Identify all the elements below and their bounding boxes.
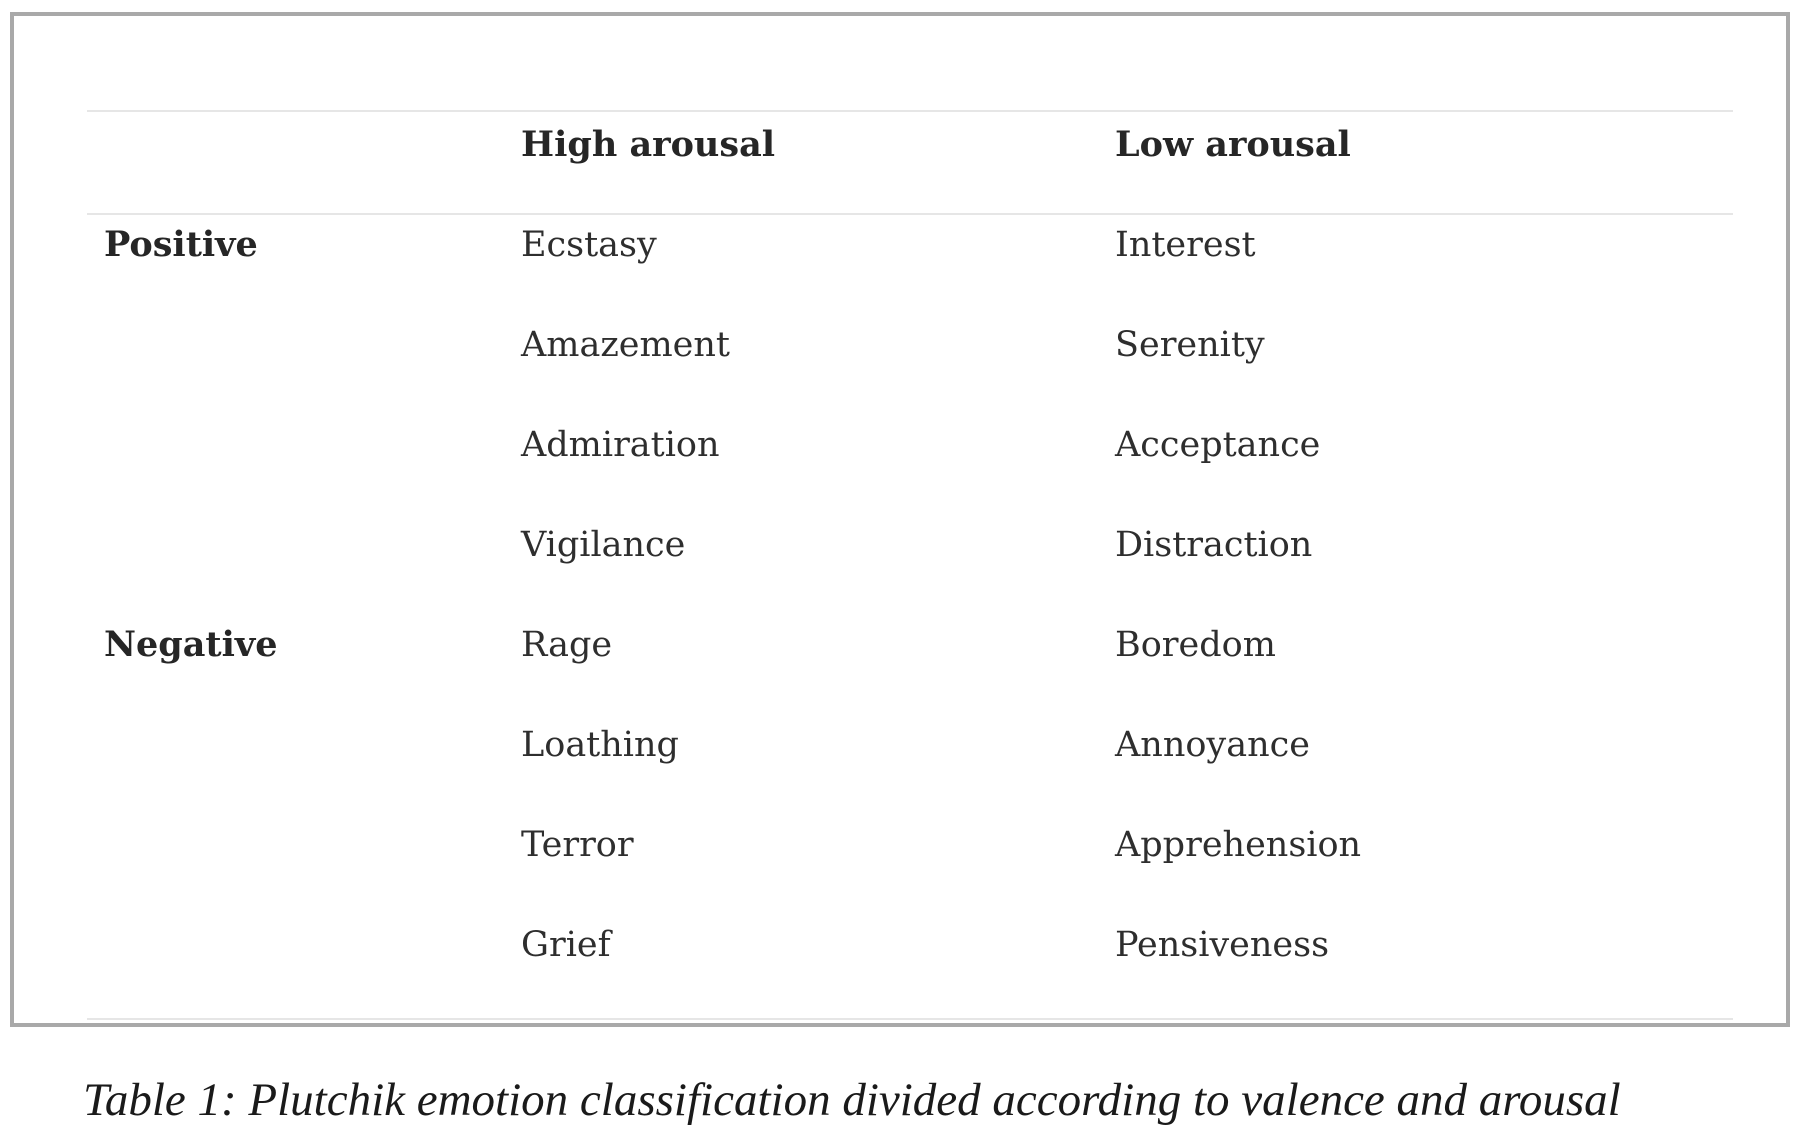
table-cell-high: Loathing xyxy=(521,725,679,765)
table-cell-high: Amazement xyxy=(521,325,730,365)
table-cell-low: Pensiveness xyxy=(1115,925,1330,965)
table-cell-high: Admiration xyxy=(521,425,720,465)
row-label-negative: Negative xyxy=(104,624,278,665)
table-cell-high: Terror xyxy=(521,825,634,865)
table-frame: High arousal Low arousal Positive Ecstas… xyxy=(10,12,1790,1027)
table-cell-low: Apprehension xyxy=(1115,825,1362,865)
header-low-arousal: Low arousal xyxy=(1115,124,1351,165)
table-cell-low: Boredom xyxy=(1115,625,1276,665)
table-cell-high: Ecstasy xyxy=(521,225,657,265)
table-top-rule xyxy=(87,110,1733,112)
header-high-arousal: High arousal xyxy=(521,124,776,165)
header-divider-rule xyxy=(87,213,1733,215)
table-cell-high: Rage xyxy=(521,625,613,665)
row-label-positive: Positive xyxy=(104,224,258,265)
table-caption: Table 1: Plutchik emotion classification… xyxy=(83,1074,1621,1126)
table-cell-high: Grief xyxy=(521,925,611,965)
table-bottom-rule xyxy=(87,1018,1733,1020)
table-cell-low: Acceptance xyxy=(1115,425,1321,465)
table-cell-low: Serenity xyxy=(1115,325,1265,365)
table-cell-low: Interest xyxy=(1115,225,1256,265)
table-cell-low: Distraction xyxy=(1115,525,1313,565)
table-cell-low: Annoyance xyxy=(1115,725,1310,765)
table-cell-high: Vigilance xyxy=(521,525,686,565)
